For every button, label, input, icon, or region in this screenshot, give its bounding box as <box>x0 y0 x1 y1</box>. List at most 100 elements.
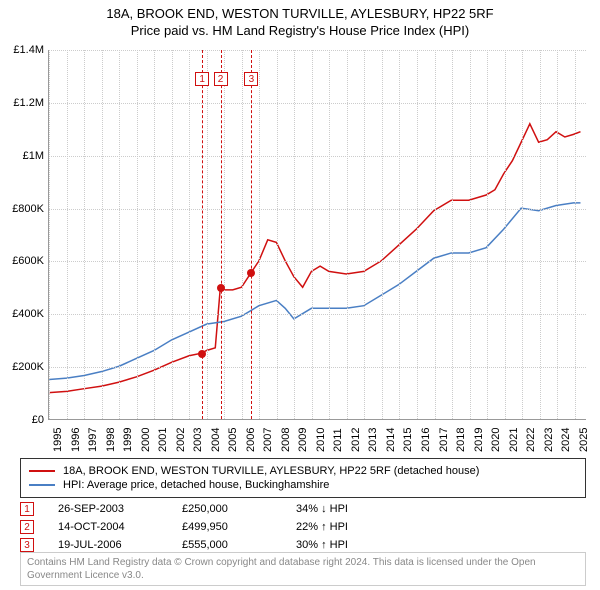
event-row: 3 19-JUL-2006 £555,000 30% ↑ HPI <box>20 538 586 552</box>
series-red <box>49 124 580 393</box>
gridline-v <box>67 50 68 419</box>
event-num-box: 1 <box>20 502 34 516</box>
legend-label-blue: HPI: Average price, detached house, Buck… <box>63 479 329 491</box>
gridline-v <box>557 50 558 419</box>
gridline-v <box>49 50 50 419</box>
event-marker-1: 1 <box>195 72 209 86</box>
ytick-label: £600K <box>12 255 44 267</box>
event-dot-1 <box>198 350 206 358</box>
chart-subtitle: Price paid vs. HM Land Registry's House … <box>0 23 600 40</box>
xtick-label: 2011 <box>332 428 344 452</box>
xtick-label: 2008 <box>280 428 292 452</box>
footer-note: Contains HM Land Registry data © Crown c… <box>20 552 586 586</box>
gridline-v <box>84 50 85 419</box>
xtick-label: 2013 <box>367 428 379 452</box>
title-block: 18A, BROOK END, WESTON TURVILLE, AYLESBU… <box>0 0 600 40</box>
chart-container: 18A, BROOK END, WESTON TURVILLE, AYLESBU… <box>0 0 600 590</box>
ytick-label: £1.2M <box>13 97 44 109</box>
gridline-v <box>399 50 400 419</box>
event-price: £250,000 <box>182 503 272 515</box>
xtick-label: 2018 <box>455 428 467 452</box>
xtick-label: 1998 <box>105 428 117 452</box>
gridline-v <box>382 50 383 419</box>
event-delta: 30% ↑ HPI <box>296 539 348 551</box>
gridline-v <box>277 50 278 419</box>
xtick-label: 2020 <box>490 428 502 452</box>
gridline-v <box>312 50 313 419</box>
xtick-label: 2010 <box>315 428 327 452</box>
xtick-label: 2000 <box>140 428 152 452</box>
gridline-v <box>470 50 471 419</box>
event-vline <box>221 50 222 419</box>
xtick-label: 2024 <box>560 428 572 452</box>
gridline-v <box>137 50 138 419</box>
legend-item-blue: HPI: Average price, detached house, Buck… <box>29 479 577 491</box>
event-dot-2 <box>217 284 225 292</box>
gridline-v <box>329 50 330 419</box>
gridline-v <box>540 50 541 419</box>
xtick-label: 2005 <box>227 428 239 452</box>
xtick-label: 2004 <box>210 428 222 452</box>
event-vline <box>202 50 203 419</box>
xtick-label: 1997 <box>87 428 99 452</box>
gridline-v <box>172 50 173 419</box>
xtick-label: 2002 <box>175 428 187 452</box>
gridline-v <box>102 50 103 419</box>
event-delta: 22% ↑ HPI <box>296 521 348 533</box>
xtick-label: 2015 <box>402 428 414 452</box>
gridline-v <box>417 50 418 419</box>
event-date: 19-JUL-2006 <box>58 539 158 551</box>
ytick-label: £400K <box>12 308 44 320</box>
xtick-label: 2012 <box>350 428 362 452</box>
gridline-v <box>294 50 295 419</box>
gridline-v <box>364 50 365 419</box>
gridline-v <box>224 50 225 419</box>
gridline-v <box>435 50 436 419</box>
xtick-label: 2009 <box>297 428 309 452</box>
xtick-label: 2001 <box>157 428 169 452</box>
event-num-box: 3 <box>20 538 34 552</box>
event-marker-3: 3 <box>244 72 258 86</box>
event-dot-3 <box>247 269 255 277</box>
legend-swatch-blue <box>29 484 55 486</box>
chart-title: 18A, BROOK END, WESTON TURVILLE, AYLESBU… <box>0 6 600 23</box>
event-date: 14-OCT-2004 <box>58 521 158 533</box>
gridline-v <box>207 50 208 419</box>
gridline-v <box>505 50 506 419</box>
xtick-label: 2006 <box>245 428 257 452</box>
legend-item-red: 18A, BROOK END, WESTON TURVILLE, AYLESBU… <box>29 465 577 477</box>
event-price: £499,950 <box>182 521 272 533</box>
ytick-label: £800K <box>12 203 44 215</box>
gridline-v <box>522 50 523 419</box>
legend-label-red: 18A, BROOK END, WESTON TURVILLE, AYLESBU… <box>63 465 479 477</box>
xtick-label: 2016 <box>420 428 432 452</box>
gridline-v <box>452 50 453 419</box>
xtick-label: 2021 <box>508 428 520 452</box>
event-delta: 34% ↓ HPI <box>296 503 348 515</box>
xtick-label: 1999 <box>122 428 134 452</box>
xtick-label: 2025 <box>578 428 590 452</box>
ytick-label: £200K <box>12 361 44 373</box>
legend-swatch-red <box>29 470 55 472</box>
ytick-label: £1.4M <box>13 44 44 56</box>
event-marker-2: 2 <box>214 72 228 86</box>
gridline-v <box>154 50 155 419</box>
event-row: 2 14-OCT-2004 £499,950 22% ↑ HPI <box>20 520 586 534</box>
event-vline <box>251 50 252 419</box>
xtick-label: 2017 <box>438 428 450 452</box>
event-price: £555,000 <box>182 539 272 551</box>
event-num-box: 2 <box>20 520 34 534</box>
ytick-label: £0 <box>32 414 44 426</box>
event-row: 1 26-SEP-2003 £250,000 34% ↓ HPI <box>20 502 586 516</box>
gridline-v <box>119 50 120 419</box>
gridline-v <box>487 50 488 419</box>
xtick-label: 2014 <box>385 428 397 452</box>
gridline-v <box>259 50 260 419</box>
events-list: 1 26-SEP-2003 £250,000 34% ↓ HPI 2 14-OCT-200… <box>20 498 586 556</box>
xtick-label: 1996 <box>70 428 82 452</box>
xtick-label: 1995 <box>52 428 64 452</box>
gridline-v <box>189 50 190 419</box>
xtick-label: 2003 <box>192 428 204 452</box>
gridline-v <box>575 50 576 419</box>
event-date: 26-SEP-2003 <box>58 503 158 515</box>
